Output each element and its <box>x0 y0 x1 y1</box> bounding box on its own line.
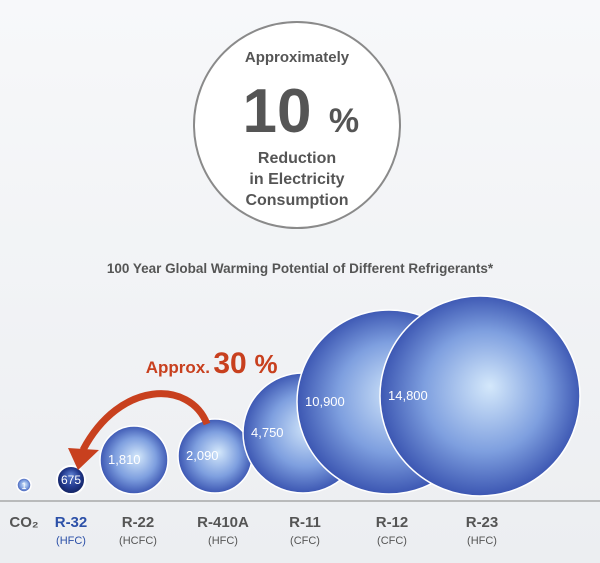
bubble-value-label-3: 2,090 <box>186 448 219 463</box>
category-type-2: (HCFC) <box>119 535 157 547</box>
bubble-0 <box>16 477 32 493</box>
callout-unit: % <box>329 102 359 140</box>
category-name-1: R-32 <box>55 514 88 531</box>
category-name-3: R-410A <box>197 514 249 531</box>
callout-approx: Approximately <box>245 49 350 66</box>
callout-line1: Reduction <box>258 150 336 167</box>
bubble-value-label-5: 10,900 <box>305 394 345 409</box>
category-type-5: (CFC) <box>377 535 407 547</box>
bubble-value-label-2: 1,810 <box>108 452 141 467</box>
annotation-unit: % <box>254 349 277 379</box>
chart-title: 100 Year Global Warming Potential of Dif… <box>107 261 494 276</box>
category-type-6: (HFC) <box>467 535 497 547</box>
category-name-6: R-23 <box>466 514 499 531</box>
category-name-4: R-11 <box>289 514 321 531</box>
reduction-callout: Approximately 10 % Reduction in Electric… <box>193 21 401 229</box>
category-name-0: CO₂ <box>9 514 38 531</box>
callout-line2: in Electricity <box>249 171 344 188</box>
callout-circle <box>193 21 401 229</box>
callout-value: 10 <box>243 77 312 146</box>
bubble-2 <box>99 425 169 495</box>
category-name-5: R-12 <box>376 514 409 531</box>
bubble-1 <box>56 465 86 495</box>
annotation-value: 30 <box>213 347 246 380</box>
category-type-1: (HFC) <box>56 535 86 547</box>
category-type-3: (HFC) <box>208 535 238 547</box>
bubble-series: 1 675 1,810 2,090 4,750 10,900 14,800 <box>16 295 581 497</box>
reduction-annotation: Approx. 30 % <box>146 347 278 380</box>
reduction-arrow <box>79 390 211 452</box>
bubble-value-label-1: 675 <box>61 473 81 487</box>
bubble-6 <box>379 295 581 497</box>
annotation-text: Approx. <box>146 358 210 377</box>
bubble-value-label-6: 14,800 <box>388 388 428 403</box>
bubble-value-label-0: 1 <box>21 481 26 491</box>
callout-line3: Consumption <box>245 192 348 209</box>
category-name-2: R-22 <box>122 514 155 531</box>
reduction-arrowhead <box>68 448 99 470</box>
bubble-value-label-4: 4,750 <box>251 425 284 440</box>
category-type-4: (CFC) <box>290 535 320 547</box>
category-labels: CO₂ R-32 (HFC) R-22 (HCFC) R-410A (HFC) R-11 (CF… <box>9 514 498 547</box>
